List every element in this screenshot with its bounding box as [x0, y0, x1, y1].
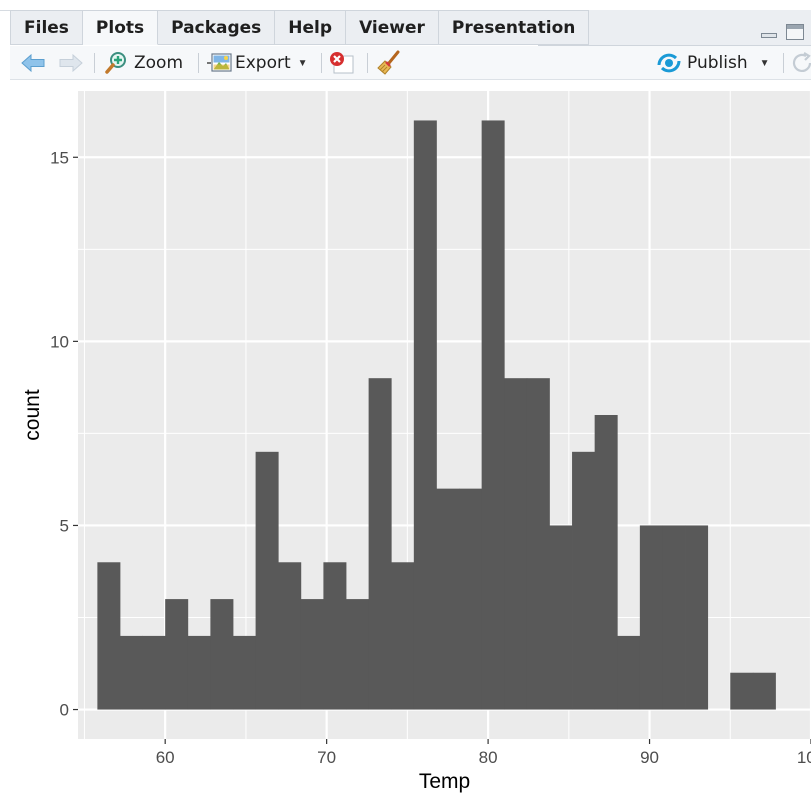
broom-icon — [377, 50, 400, 75]
histogram-bar — [346, 599, 370, 710]
toolbar-separator — [321, 53, 322, 73]
toolbar-separator — [198, 53, 199, 73]
y-axis-title: count — [21, 389, 44, 441]
histogram-bar — [685, 525, 709, 710]
y-tick-label: 0 — [60, 701, 69, 720]
histogram-bars — [97, 120, 776, 710]
zoom-label: Zoom — [134, 53, 184, 73]
minimize-pane-button[interactable] — [760, 24, 778, 40]
histogram-bar — [594, 415, 618, 710]
tab-presentation[interactable]: Presentation — [438, 10, 590, 45]
histogram-bar — [481, 120, 505, 710]
tab-viewer[interactable]: Viewer — [346, 10, 439, 45]
zoom-icon — [105, 52, 126, 74]
histogram-bar — [730, 672, 754, 710]
histogram-bar — [526, 378, 550, 710]
arrow-right-icon — [59, 53, 83, 73]
histogram-bar — [323, 562, 347, 710]
x-tick-label: 70 — [317, 748, 336, 767]
plots-toolbar: Zoom Export ▼ — [10, 46, 811, 80]
tab-files[interactable]: Files — [10, 10, 83, 45]
histogram-bar — [639, 525, 663, 710]
maximize-pane-button[interactable] — [786, 24, 804, 40]
x-tick-label: 100 — [797, 748, 811, 767]
histogram-bar — [119, 635, 143, 710]
histogram-bar — [413, 120, 437, 710]
histogram-bar — [572, 451, 596, 710]
maximize-icon — [787, 25, 803, 29]
x-tick-label: 80 — [479, 748, 498, 767]
x-axis: 60 70 80 90 100 — [156, 739, 811, 767]
plot-viewer: 0 5 10 15 60 70 80 90 100 Temp count — [10, 80, 811, 803]
refresh-button[interactable] — [790, 46, 811, 80]
histogram-bar — [187, 635, 211, 710]
publish-icon — [657, 53, 681, 73]
histogram-bar — [662, 525, 686, 710]
histogram-bar — [436, 488, 460, 710]
histogram-bar — [278, 562, 302, 710]
histogram-bar — [300, 599, 324, 710]
y-tick-label: 10 — [50, 332, 69, 351]
chevron-down-icon: ▼ — [297, 57, 308, 69]
publish-button[interactable]: Publish ▼ — [656, 46, 770, 80]
tab-help[interactable]: Help — [275, 10, 347, 45]
tab-list: Files Plots Packages Help Viewer Present… — [10, 10, 590, 46]
arrow-left-icon — [21, 53, 45, 73]
x-tick-label: 90 — [640, 748, 659, 767]
histogram-bar — [97, 562, 121, 710]
minimize-icon — [761, 33, 777, 38]
x-tick-label: 60 — [156, 748, 175, 767]
histogram-chart: 0 5 10 15 60 70 80 90 100 Temp count — [21, 91, 811, 793]
toolbar-separator — [367, 53, 368, 73]
toolbar-separator — [783, 53, 784, 73]
export-image-icon — [207, 53, 232, 72]
chevron-down-icon: ▼ — [759, 57, 770, 69]
y-tick-label: 5 — [60, 516, 69, 535]
histogram-bar — [752, 672, 776, 710]
y-tick-label: 15 — [50, 148, 69, 167]
histogram-bar — [504, 378, 528, 710]
back-button[interactable] — [20, 46, 46, 80]
histogram-bar — [459, 488, 483, 710]
x-axis-title: Temp — [419, 770, 470, 793]
refresh-icon — [792, 52, 811, 72]
export-label: Export — [235, 53, 291, 73]
toolbar-separator — [94, 53, 95, 73]
histogram-bar — [391, 562, 415, 710]
histogram-bar — [210, 599, 234, 710]
histogram-bar — [165, 599, 189, 710]
histogram-bar — [255, 451, 279, 710]
export-button[interactable]: Export ▼ — [206, 46, 308, 80]
tab-plots[interactable]: Plots — [82, 10, 159, 45]
zoom-button[interactable]: Zoom — [104, 46, 183, 80]
remove-plot-button[interactable] — [328, 46, 356, 80]
histogram-bar — [232, 635, 256, 710]
histogram-bar — [549, 525, 573, 710]
histogram-bar — [617, 635, 641, 710]
forward-button[interactable] — [58, 46, 84, 80]
clear-all-plots-button[interactable] — [376, 46, 402, 80]
publish-label: Publish — [687, 53, 748, 73]
y-axis: 0 5 10 15 — [50, 148, 78, 720]
histogram-bar — [142, 635, 166, 710]
remove-plot-icon — [330, 52, 354, 74]
tab-packages[interactable]: Packages — [158, 10, 276, 45]
histogram-bar — [368, 378, 392, 710]
pane-tab-bar: Files Plots Packages Help Viewer Present… — [0, 0, 811, 46]
